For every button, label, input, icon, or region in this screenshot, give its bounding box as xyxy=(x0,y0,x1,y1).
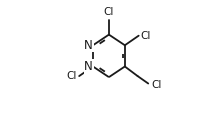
Text: Cl: Cl xyxy=(67,71,77,81)
Text: Cl: Cl xyxy=(151,80,161,90)
Text: Cl: Cl xyxy=(141,31,151,41)
Text: N: N xyxy=(84,60,93,73)
Text: Cl: Cl xyxy=(104,7,114,17)
Text: N: N xyxy=(84,39,93,52)
